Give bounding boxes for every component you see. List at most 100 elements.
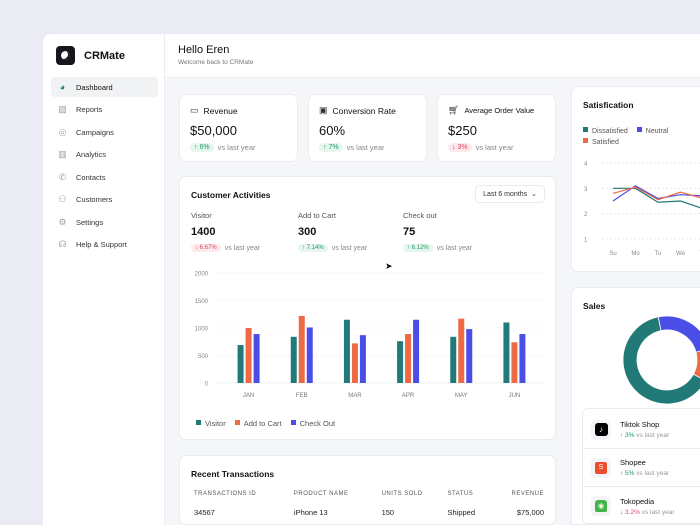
delta-badge: ↓ 6.67% [191, 244, 221, 252]
customer-activities-card: Customer Activities Last 6 months ⌄ Visit… [179, 176, 556, 440]
shop-item-tiktok[interactable]: ♪ Tiktok Shop ↑ 3% vs last year [583, 411, 700, 449]
section-title: Sales [583, 301, 606, 311]
sidebar-item-label: Reports [76, 105, 103, 114]
bar-chart-icon: ▥ [58, 149, 67, 159]
sidebar-item-settings[interactable]: ⚙ Settings [51, 212, 158, 232]
sidebar-item-label: Analytics [76, 150, 107, 159]
target-icon: ◎ [58, 126, 67, 137]
line-dissatisfied [613, 187, 700, 209]
bar-visitor [397, 341, 404, 383]
donut-segment [657, 315, 700, 353]
sidebar-item-label: Help & Support [76, 240, 127, 249]
metric-visitor: Visitor 1400 ↓ 6.67% vs last year [191, 211, 260, 252]
metric-label: Check out [403, 211, 437, 220]
delta-suffix: vs last year [224, 244, 261, 252]
x-tick-label: Su [609, 251, 616, 257]
shop-name: Shopee [620, 458, 646, 467]
bar-check-out [519, 334, 526, 383]
sidebar-item-label: Customers [76, 195, 113, 204]
delta-suffix: vs last year [641, 508, 675, 516]
headphones-icon: ☊ [58, 239, 67, 249]
table-row[interactable]: 34567 iPhone 13 150 Shipped $75,000 [194, 501, 544, 523]
bar-visitor [290, 336, 297, 383]
bar-visitor [450, 336, 457, 383]
sidebar-item-label: Settings [76, 217, 104, 227]
delta-badge: ↑ 7.14% [298, 244, 328, 252]
sidebar-item-customers[interactable]: ⚇ Customers [51, 190, 158, 210]
delta-badge: ↑ 6.12% [403, 244, 433, 252]
sidebar-item-dashboard[interactable]: ◕ Dashboard [51, 77, 158, 97]
cell-product: iPhone 13 [293, 507, 328, 517]
x-tick-label: JUN [509, 393, 521, 399]
metric-checkout: Check out 75 ↑ 6.12% vs last year [403, 211, 472, 252]
shop-name: Tiktok Shop [620, 420, 660, 429]
tiktok-icon: ♪ [591, 419, 611, 440]
metric-add-to-cart: Add to Cart 300 ↑ 7.14% vs last year [298, 211, 367, 252]
x-tick-label: APR [402, 393, 415, 399]
delta-suffix: vs last year [636, 470, 670, 477]
sidebar-item-campaigns[interactable]: ◎ Campaigns [51, 122, 158, 142]
metric-value: 75 [403, 226, 416, 238]
x-tick-label: Tu [655, 251, 662, 257]
section-title: Recent Transactions [191, 469, 275, 479]
legend-satisfied: Satisfied [583, 138, 619, 146]
page-subtitle: Welcome back to CRMate [178, 59, 254, 66]
delta-badge: ↑ 6% [190, 143, 214, 152]
delta-suffix: vs last year [346, 143, 385, 152]
cell-id: 34567 [194, 507, 215, 517]
delta-badge: ↓ 3% [448, 143, 472, 152]
column-header: TRANSACTIONS ID [194, 491, 257, 497]
cell-revenue: $75,000 [516, 507, 544, 517]
bar-check-out [253, 334, 260, 383]
legend-neutral: Neutral [636, 127, 668, 135]
page-title: Hello Eren [178, 44, 230, 56]
delta-badge: ↑ 7% [319, 143, 343, 152]
legend-check-out: Check Out [290, 419, 335, 428]
shop-list: ♪ Tiktok Shop ↑ 3% vs last year S Shopee ↑… [582, 408, 700, 524]
bar-add-to-cart [511, 342, 518, 383]
tokopedia-icon: ◉ [591, 496, 611, 516]
bar-chart-legend: Visitor Add to Cart Check Out [196, 419, 335, 428]
y-tick-label: 500 [198, 354, 209, 360]
delta-suffix: vs last year [436, 244, 473, 252]
line-chart-legend: Dissatisfied Neutral Satisfied [583, 127, 698, 146]
metric-label: Add to Cart [298, 211, 336, 220]
shop-delta: ↑ 5% [620, 470, 635, 477]
y-tick-label: 3 [584, 187, 588, 193]
sidebar-item-reports[interactable]: ▨ Reports [51, 100, 158, 120]
shop-delta: ↓ 3.2% [620, 508, 640, 516]
chevron-down-icon: ⌄ [531, 191, 537, 198]
sidebar-item-contacts[interactable]: ✆ Contacts [51, 167, 158, 187]
x-tick-label: MAR [348, 393, 362, 399]
logo-icon [56, 46, 75, 65]
shop-delta: ↑ 3% [620, 432, 635, 439]
sales-donut-chart [622, 315, 700, 405]
y-tick-label: 1500 [195, 299, 209, 305]
sidebar-item-label: Campaigns [76, 127, 114, 137]
bar-add-to-cart [351, 343, 358, 383]
kpi-card-conversion: ▣ Conversion Rate 60% ↑ 7% vs last year [308, 94, 427, 162]
users-icon: ⚇ [58, 194, 67, 204]
delta-suffix: vs last year [636, 432, 670, 439]
sidebar-item-label: Contacts [76, 172, 106, 182]
legend-add-to-cart: Add to Cart [234, 419, 282, 428]
logo[interactable]: CRMate [56, 46, 125, 65]
shop-item-shopee[interactable]: S Shopee ↑ 5% vs last year [583, 449, 700, 487]
range-dropdown[interactable]: Last 6 months ⌄ [475, 185, 545, 203]
sales-card: Sales ♪ Tiktok Shop ↑ 3% vs last year S S… [571, 287, 700, 525]
sidebar-item-help[interactable]: ☊ Help & Support [51, 235, 158, 255]
y-tick-label: 4 [584, 162, 588, 168]
line-neutral [612, 185, 700, 202]
shop-item-tokopedia[interactable]: ◉ Tokopedia ↓ 3.2% vs last year [583, 487, 700, 525]
app-window: CRMate ◕ Dashboard ▨ Reports ◎ Campaigns ▥ A… [43, 34, 700, 525]
donut-segment [622, 316, 700, 405]
line-satisfied [612, 186, 700, 201]
image-chart-icon: ▣ [319, 105, 328, 115]
cell-status: Shipped [447, 507, 476, 517]
column-header: STATUS [447, 491, 474, 497]
table-header: TRANSACTIONS ID PRODUCT NAME UNITS SOLD … [194, 487, 544, 501]
bar-add-to-cart [458, 318, 465, 383]
bar-visitor [237, 345, 244, 383]
shop-name: Tokopedia [620, 496, 655, 506]
sidebar-item-analytics[interactable]: ▥ Analytics [51, 145, 158, 165]
